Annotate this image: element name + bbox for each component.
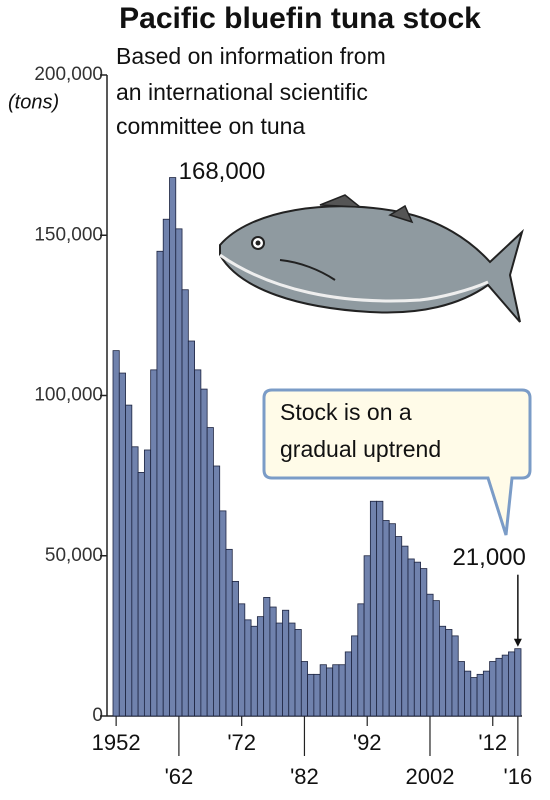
bar xyxy=(206,427,214,717)
callout-text: gradual uptrend xyxy=(280,436,441,462)
bar xyxy=(363,555,371,717)
bar xyxy=(438,625,447,717)
bar xyxy=(288,622,296,717)
bar xyxy=(432,600,440,717)
bar xyxy=(319,664,327,717)
bar xyxy=(238,603,246,717)
bar xyxy=(476,673,484,717)
x-tick-label: '12 xyxy=(478,730,507,755)
bar xyxy=(508,651,516,717)
bar xyxy=(313,673,321,717)
bar xyxy=(382,520,390,717)
bar xyxy=(269,606,277,717)
y-tick-label: 100,000 xyxy=(34,385,103,406)
bar xyxy=(464,670,472,717)
bar xyxy=(332,664,340,717)
x-tick-label: '62 xyxy=(165,764,194,789)
bar xyxy=(338,664,346,717)
x-tick-label: '72 xyxy=(227,730,256,755)
value-label: 21,000 xyxy=(452,544,525,571)
bar xyxy=(156,250,164,717)
y-tick-label: 150,000 xyxy=(34,224,103,245)
subtitle: committee on tuna xyxy=(116,113,305,139)
bar xyxy=(244,619,252,717)
bar xyxy=(351,635,359,717)
bar xyxy=(187,340,195,717)
bar xyxy=(489,661,497,717)
bar xyxy=(175,228,183,717)
bar xyxy=(300,661,308,717)
bar xyxy=(282,609,290,717)
bar xyxy=(344,651,352,717)
bar xyxy=(131,446,139,717)
chart-title: Pacific bluefin tuna stock xyxy=(119,2,481,35)
subtitle: an international scientific xyxy=(116,79,368,105)
callout-text: Stock is on a xyxy=(280,399,412,425)
bar xyxy=(369,500,378,717)
subtitle: Based on information from xyxy=(116,43,386,69)
bar xyxy=(514,648,522,717)
bar xyxy=(256,616,265,717)
bar xyxy=(143,449,152,717)
bar xyxy=(395,536,403,717)
bar xyxy=(169,177,177,717)
bar xyxy=(112,350,120,717)
bar xyxy=(357,603,365,717)
bar xyxy=(194,369,202,717)
bar xyxy=(413,561,421,717)
bar xyxy=(426,593,434,717)
bar xyxy=(219,510,227,717)
value-label: 168,000 xyxy=(179,158,266,185)
x-tick-label: '92 xyxy=(353,730,382,755)
bar xyxy=(231,580,239,717)
callout: Stock is on a gradual uptrend xyxy=(262,388,532,536)
bar xyxy=(294,629,302,717)
bar xyxy=(150,369,158,717)
bar xyxy=(482,670,491,717)
bar xyxy=(225,548,233,717)
bar xyxy=(250,625,258,717)
y-tick-label: 200,000 xyxy=(34,64,103,85)
bar xyxy=(137,472,145,717)
bar xyxy=(263,597,271,717)
bar xyxy=(213,465,221,717)
bar xyxy=(376,500,384,717)
bar xyxy=(451,635,459,717)
fish-illustration xyxy=(219,194,524,323)
bar xyxy=(307,673,315,717)
x-tick-label: '82 xyxy=(290,764,319,789)
bar xyxy=(457,661,465,717)
bar xyxy=(326,667,334,717)
bar xyxy=(125,404,133,717)
x-tick-label: 1952 xyxy=(92,730,141,755)
y-tick-label: 50,000 xyxy=(45,545,103,566)
bar xyxy=(407,558,415,717)
bar xyxy=(162,218,170,717)
label-arrowhead xyxy=(513,638,522,647)
bar xyxy=(495,657,503,717)
bar xyxy=(470,677,478,717)
bar xyxy=(501,654,509,717)
bar xyxy=(388,523,396,717)
bar xyxy=(200,388,208,717)
bar xyxy=(420,568,428,717)
bar xyxy=(401,545,409,717)
bar xyxy=(118,372,126,717)
bar xyxy=(445,629,453,717)
bar xyxy=(181,289,189,717)
bar xyxy=(275,622,283,717)
y-tick-label: 0 xyxy=(92,705,103,726)
y-axis-unit: (tons) xyxy=(8,91,59,113)
x-tick-label: 2002 xyxy=(406,764,455,789)
x-tick-label: '16 xyxy=(504,764,533,789)
